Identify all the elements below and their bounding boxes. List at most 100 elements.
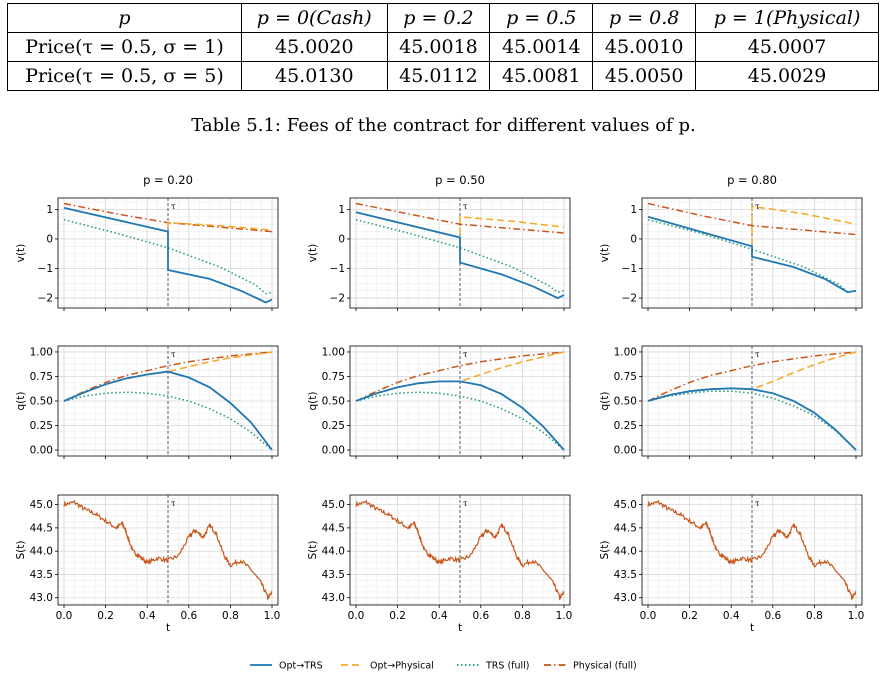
y-axis-label: S(t): [599, 541, 611, 560]
table-cell: 45.0018: [386, 32, 491, 62]
panel-title: p = 0.80: [727, 173, 777, 187]
y-tick-label: −1: [622, 263, 637, 275]
y-tick-label: 44.0: [30, 546, 53, 558]
y-tick-label: 1: [46, 204, 53, 216]
subplot-qt-2: 0.00 0.25 0.50 0.75 1.00 q(t) τ: [599, 345, 863, 459]
x-tick-label: 0.0: [348, 610, 365, 622]
y-tick-label: 1: [630, 204, 637, 216]
series-line-physicalfull: [63, 351, 273, 402]
table-header-cell: p = 0(Cash): [241, 3, 388, 33]
y-tick-label: 0.25: [30, 420, 53, 432]
x-tick-label: 0.4: [139, 610, 156, 622]
x-tick-label: 0.4: [431, 610, 448, 622]
table-header-cell: p = 0.8: [592, 3, 697, 33]
y-tick-label: 0.75: [614, 371, 637, 383]
y-tick-label: 0: [630, 233, 637, 245]
subplot-vt-2: −2 −1 0 1 v(t) τ: [599, 197, 863, 311]
y-tick-label: 44.5: [30, 522, 53, 534]
y-axis-label: v(t): [15, 244, 27, 263]
legend-label: TRS (full): [485, 661, 530, 672]
table-cell: 45.0010: [592, 32, 697, 62]
series-line-physicalfull: [647, 351, 857, 402]
table-cell: 45.0081: [489, 61, 594, 91]
series-line-trsfull: [63, 391, 273, 451]
x-tick-label: 0.8: [514, 610, 531, 622]
y-axis-label: q(t): [15, 392, 27, 411]
y-tick-label: 0.00: [614, 445, 637, 457]
x-axis-label: t: [166, 622, 170, 634]
y-tick-label: 44.0: [614, 546, 637, 558]
x-tick-label: 0.6: [764, 610, 781, 622]
table-caption: Table 5.1: Fees of the contract for diff…: [191, 115, 696, 136]
x-axis-label: t: [750, 622, 754, 634]
tau-label: τ: [463, 499, 468, 508]
series-line-trsfull: [63, 218, 273, 295]
x-tick-label: 0.8: [222, 610, 239, 622]
table-cell: 45.0050: [592, 61, 697, 91]
y-tick-label: 45.0: [322, 499, 345, 511]
table-cell: Price(τ = 0.5, σ = 1): [7, 32, 242, 62]
y-tick-label: 0: [338, 233, 345, 245]
y-tick-label: 1.00: [30, 346, 53, 358]
table-cell: Price(τ = 0.5, σ = 5): [7, 61, 242, 91]
series-line-opttrs: [647, 215, 857, 294]
y-axis-label: q(t): [307, 392, 319, 411]
y-tick-label: 1.00: [322, 346, 345, 358]
tau-label: τ: [755, 499, 760, 508]
series-line-physicalfull: [647, 202, 857, 236]
series-line-opttrs: [355, 380, 565, 451]
x-tick-label: 0.2: [389, 610, 406, 622]
table-row: Price(τ = 0.5, σ = 1) 45.0020 45.0018 45…: [7, 32, 879, 62]
table-header-cell: p: [7, 3, 242, 33]
subplot-vt-1: −2 −1 0 1 v(t) τ: [307, 197, 571, 311]
y-tick-label: −2: [38, 293, 53, 305]
x-tick-label: 0.6: [180, 610, 197, 622]
subplot-vt-0: −2 −1 0 1 v(t) τ: [15, 197, 279, 311]
series-line-opttrs: [63, 370, 273, 451]
tau-label: τ: [171, 350, 176, 359]
table-cell: 45.0007: [695, 32, 879, 62]
price-path-series: [63, 499, 273, 601]
table-header-row: p p = 0(Cash) p = 0.2 p = 0.5 p = 0.8 p …: [7, 3, 879, 33]
y-tick-label: 0.50: [614, 396, 637, 408]
y-tick-label: 44.5: [322, 522, 345, 534]
legend-label: Opt→TRS: [279, 661, 323, 672]
y-axis-label: S(t): [307, 541, 319, 560]
fees-table: p p = 0(Cash) p = 0.2 p = 0.5 p = 0.8 p …: [7, 3, 879, 91]
x-tick-label: 0.2: [681, 610, 698, 622]
tau-label: τ: [171, 499, 176, 508]
y-axis-label: v(t): [307, 244, 319, 263]
tau-label: τ: [171, 202, 176, 211]
y-tick-label: 0.50: [322, 396, 345, 408]
y-tick-label: 44.5: [614, 522, 637, 534]
y-tick-label: 43.0: [322, 592, 345, 604]
legend-label: Opt→Physical: [370, 661, 434, 672]
series-line-trsfull: [647, 390, 857, 451]
y-tick-label: 0.00: [322, 445, 345, 457]
table-cell: 45.0130: [241, 61, 388, 91]
x-tick-label: 1.0: [556, 610, 573, 622]
subplot-St-0: 43.0 43.5 44.0 44.5 45.0 0.0 0.2 0.4 0.6 0.8 1.0 t S…: [15, 494, 280, 634]
y-tick-label: −2: [330, 293, 345, 305]
y-axis-label: S(t): [15, 541, 27, 560]
series-line-opttrs: [63, 207, 273, 304]
y-tick-label: 1: [338, 204, 345, 216]
table-cell: 45.0029: [695, 61, 879, 91]
x-tick-label: 0.4: [723, 610, 740, 622]
x-tick-label: 0.0: [56, 610, 73, 622]
y-tick-label: 45.0: [30, 499, 53, 511]
subplot-St-2: 43.0 43.5 44.0 44.5 45.0 0.0 0.2 0.4 0.6 0.8 1.0 t S…: [599, 494, 864, 634]
x-tick-label: 0.0: [640, 610, 657, 622]
y-tick-label: −1: [38, 263, 53, 275]
series-line-opttrs: [355, 211, 565, 300]
x-tick-label: 0.8: [806, 610, 823, 622]
y-tick-label: 0.75: [322, 371, 345, 383]
series-line-physicalfull: [355, 351, 565, 402]
y-tick-label: 1.00: [614, 346, 637, 358]
table-header-cell: p = 0.5: [489, 3, 594, 33]
x-axis-label: t: [458, 622, 462, 634]
series-line-opttrs: [647, 387, 857, 451]
y-tick-label: 0.25: [614, 420, 637, 432]
series-line-trsfull: [355, 391, 565, 451]
y-tick-label: 0.50: [30, 396, 53, 408]
